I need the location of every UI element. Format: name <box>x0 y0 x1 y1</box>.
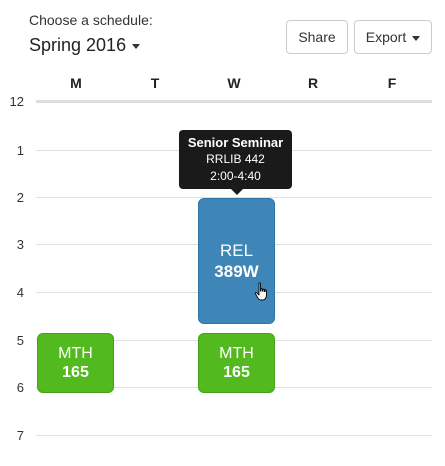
share-button[interactable]: Share <box>286 20 348 54</box>
hour-label: 3 <box>16 237 24 252</box>
course-tooltip: Senior Seminar RRLIB 442 2:00-4:40 <box>179 130 292 189</box>
header-divider <box>36 100 432 103</box>
term-dropdown[interactable]: Spring 2016 <box>29 35 141 56</box>
course-block-mth165-wednesday[interactable]: MTH 165 <box>198 333 275 393</box>
tooltip-title: Senior Seminar <box>187 135 284 150</box>
caret-down-icon <box>412 35 421 41</box>
course-block-mth165-monday[interactable]: MTH 165 <box>37 333 114 393</box>
caret-down-icon <box>132 44 141 49</box>
hour-label: 4 <box>16 285 24 300</box>
course-number: 389W <box>214 262 259 281</box>
day-header-monday: M <box>70 75 82 91</box>
tooltip-location: RRLIB 442 <box>206 152 265 166</box>
day-header-friday: F <box>387 75 397 91</box>
day-header-thursday: R <box>307 75 319 91</box>
hour-label: 1 <box>16 143 24 158</box>
term-value: Spring 2016 <box>29 35 127 55</box>
tooltip-arrow <box>231 189 243 195</box>
hour-gridline <box>36 197 432 198</box>
choose-schedule-label: Choose a schedule: <box>29 12 153 28</box>
course-dept: MTH <box>219 345 254 362</box>
course-dept: REL <box>219 241 254 260</box>
tooltip-time: 2:00-4:40 <box>210 169 261 183</box>
hour-label: 6 <box>16 380 24 395</box>
hour-label: 5 <box>16 333 24 348</box>
export-label: Export <box>365 29 407 45</box>
share-label: Share <box>298 29 336 45</box>
course-block-rel389w-wednesday[interactable]: REL 389W <box>198 198 275 324</box>
hand-cursor-icon <box>254 282 267 301</box>
hour-label: 12 <box>9 94 24 109</box>
day-header-wednesday: W <box>227 75 241 91</box>
hour-label: 7 <box>16 428 24 443</box>
hour-gridline <box>36 435 432 436</box>
hour-label: 2 <box>16 190 24 205</box>
day-header-tuesday: T <box>150 75 160 91</box>
export-button[interactable]: Export <box>354 20 432 54</box>
course-number: 165 <box>62 364 89 381</box>
course-dept: MTH <box>58 345 93 362</box>
course-number: 165 <box>223 364 250 381</box>
